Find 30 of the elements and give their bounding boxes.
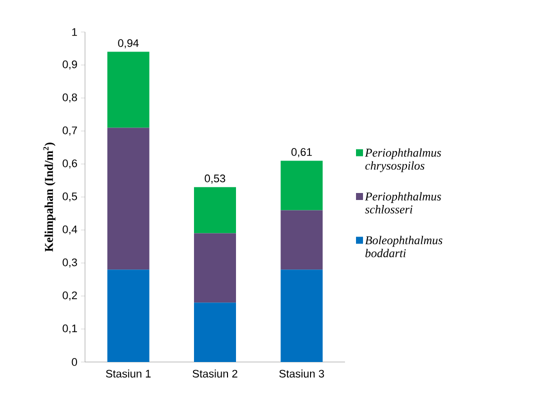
bar — [194, 302, 236, 362]
y-tick-label: 0,7 — [62, 126, 77, 136]
y-tick-label: 1 — [72, 28, 77, 36]
bar — [280, 160, 323, 210]
y-tick-label: 0,1 — [62, 324, 77, 334]
bar — [107, 52, 150, 128]
legend-label: Periophthalmus chrysospilos — [364, 148, 442, 172]
legend-label: Boleophthalmus boddarti — [365, 236, 442, 258]
y-axis-title: Kelimpahan (Ind/m$^{2}$) — [43, 142, 56, 252]
legend-label: Periophthalmus schlosseri — [364, 192, 442, 214]
x-tick-label: Stasiun 3 — [279, 370, 324, 378]
bar — [280, 270, 323, 362]
y-tick-label: 0,5 — [62, 192, 78, 202]
bar — [194, 187, 236, 234]
bar — [280, 210, 323, 270]
bar — [194, 233, 236, 303]
total-label: 0,53 — [204, 174, 226, 184]
total-label: 0,61 — [291, 148, 312, 158]
y-tick-label: 0 — [72, 358, 78, 366]
x-tick-label: Stasiun 1 — [106, 370, 151, 378]
y-tick-label: 0,8 — [62, 93, 77, 103]
total-label: 0,94 — [118, 39, 139, 48]
y-tick-label: 0,2 — [62, 291, 77, 301]
bar — [107, 270, 150, 362]
x-tick-label: Stasiun 2 — [192, 370, 238, 378]
y-tick-label: 0,6 — [62, 159, 77, 169]
bar — [107, 128, 150, 270]
y-tick-label: 0,9 — [62, 60, 77, 70]
y-tick-label: 0,4 — [62, 225, 78, 235]
y-tick-label: 0,3 — [62, 258, 77, 268]
